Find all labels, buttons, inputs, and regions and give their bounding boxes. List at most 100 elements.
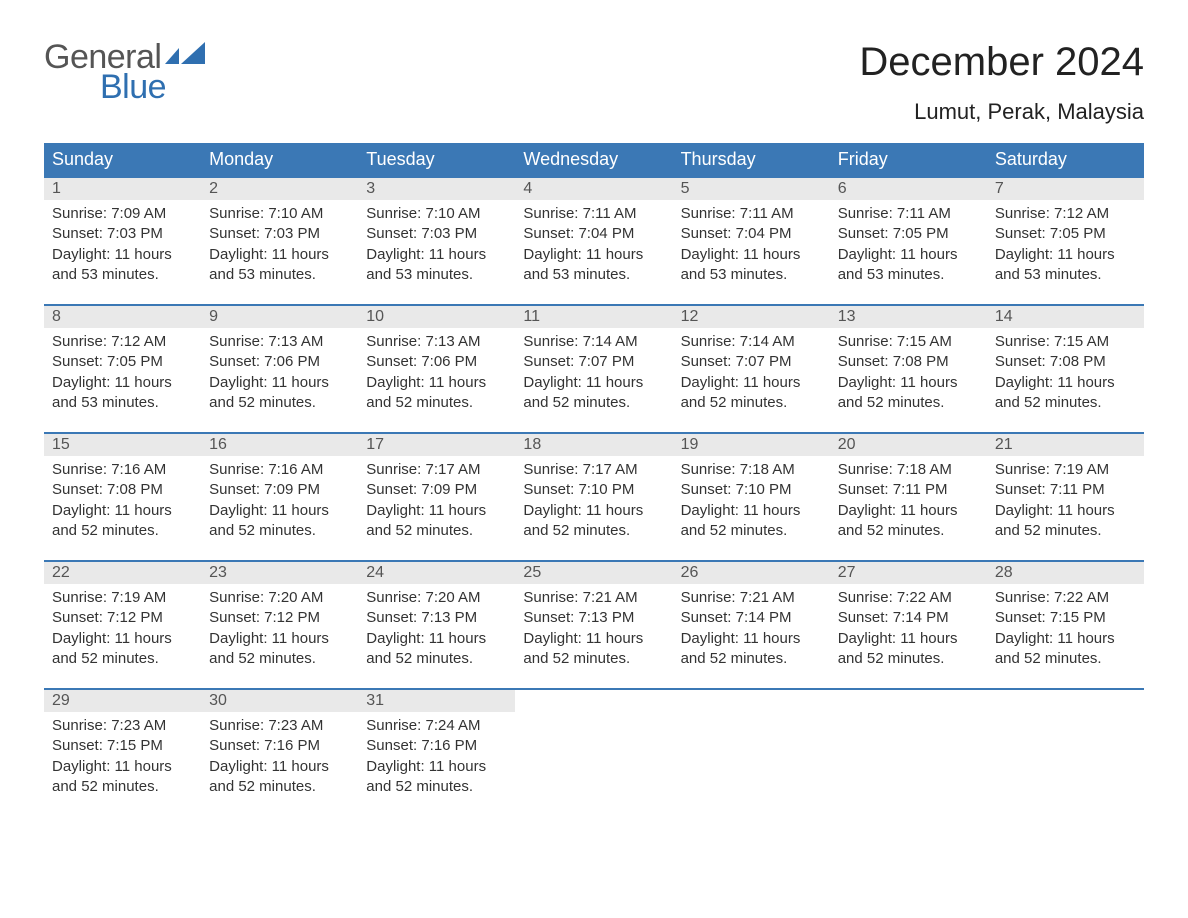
- sunrise-line: Sunrise: 7:17 AM: [366, 460, 507, 480]
- sunrise-line: Sunrise: 7:12 AM: [995, 204, 1136, 224]
- daylight-line: Daylight: 11 hours and 52 minutes.: [52, 757, 193, 798]
- day-number: 21: [987, 434, 1144, 456]
- sunset-line: Sunset: 7:13 PM: [523, 608, 664, 628]
- sunset-line: Sunset: 7:05 PM: [838, 224, 979, 244]
- cell-body: Sunrise: 7:11 AMSunset: 7:04 PMDaylight:…: [673, 200, 830, 295]
- sunset-line: Sunset: 7:10 PM: [523, 480, 664, 500]
- sunset-line: Sunset: 7:15 PM: [52, 736, 193, 756]
- day-number: 31: [358, 690, 515, 712]
- day-number: 22: [44, 562, 201, 584]
- sunrise-line: Sunrise: 7:14 AM: [523, 332, 664, 352]
- day-number: 7: [987, 178, 1144, 200]
- daylight-line: Daylight: 11 hours and 52 minutes.: [838, 501, 979, 542]
- calendar-cell: 28Sunrise: 7:22 AMSunset: 7:15 PMDayligh…: [987, 562, 1144, 688]
- sunset-line: Sunset: 7:03 PM: [366, 224, 507, 244]
- calendar-cell: 14Sunrise: 7:15 AMSunset: 7:08 PMDayligh…: [987, 306, 1144, 432]
- cell-body: Sunrise: 7:16 AMSunset: 7:09 PMDaylight:…: [201, 456, 358, 551]
- sunrise-line: Sunrise: 7:11 AM: [681, 204, 822, 224]
- sunrise-line: Sunrise: 7:10 AM: [209, 204, 350, 224]
- week-row: 15Sunrise: 7:16 AMSunset: 7:08 PMDayligh…: [44, 432, 1144, 560]
- daylight-line: Daylight: 11 hours and 53 minutes.: [52, 373, 193, 414]
- sunset-line: Sunset: 7:06 PM: [366, 352, 507, 372]
- sunset-line: Sunset: 7:10 PM: [681, 480, 822, 500]
- daylight-line: Daylight: 11 hours and 52 minutes.: [681, 629, 822, 670]
- daylight-line: Daylight: 11 hours and 52 minutes.: [523, 629, 664, 670]
- sunrise-line: Sunrise: 7:17 AM: [523, 460, 664, 480]
- cell-body: Sunrise: 7:10 AMSunset: 7:03 PMDaylight:…: [201, 200, 358, 295]
- day-number: 9: [201, 306, 358, 328]
- sunrise-line: Sunrise: 7:22 AM: [995, 588, 1136, 608]
- day-number: 28: [987, 562, 1144, 584]
- calendar-cell: 11Sunrise: 7:14 AMSunset: 7:07 PMDayligh…: [515, 306, 672, 432]
- calendar-cell: 1Sunrise: 7:09 AMSunset: 7:03 PMDaylight…: [44, 178, 201, 304]
- cell-body: Sunrise: 7:18 AMSunset: 7:11 PMDaylight:…: [830, 456, 987, 551]
- daylight-line: Daylight: 11 hours and 52 minutes.: [366, 757, 507, 798]
- day-number: 1: [44, 178, 201, 200]
- cell-body: Sunrise: 7:12 AMSunset: 7:05 PMDaylight:…: [987, 200, 1144, 295]
- sunrise-line: Sunrise: 7:11 AM: [523, 204, 664, 224]
- sunrise-line: Sunrise: 7:23 AM: [52, 716, 193, 736]
- sunset-line: Sunset: 7:04 PM: [681, 224, 822, 244]
- sunrise-line: Sunrise: 7:21 AM: [523, 588, 664, 608]
- calendar-cell: 13Sunrise: 7:15 AMSunset: 7:08 PMDayligh…: [830, 306, 987, 432]
- day-number: 27: [830, 562, 987, 584]
- daylight-line: Daylight: 11 hours and 52 minutes.: [995, 501, 1136, 542]
- day-number: 8: [44, 306, 201, 328]
- daylight-line: Daylight: 11 hours and 52 minutes.: [681, 373, 822, 414]
- calendar-cell: ..: [987, 690, 1144, 816]
- sunset-line: Sunset: 7:14 PM: [681, 608, 822, 628]
- daylight-line: Daylight: 11 hours and 52 minutes.: [681, 501, 822, 542]
- calendar-cell: 6Sunrise: 7:11 AMSunset: 7:05 PMDaylight…: [830, 178, 987, 304]
- calendar-cell: 29Sunrise: 7:23 AMSunset: 7:15 PMDayligh…: [44, 690, 201, 816]
- week-row: 8Sunrise: 7:12 AMSunset: 7:05 PMDaylight…: [44, 304, 1144, 432]
- cell-body: Sunrise: 7:18 AMSunset: 7:10 PMDaylight:…: [673, 456, 830, 551]
- day-number: 3: [358, 178, 515, 200]
- sunrise-line: Sunrise: 7:15 AM: [995, 332, 1136, 352]
- day-header: Saturday: [987, 143, 1144, 176]
- sunset-line: Sunset: 7:03 PM: [52, 224, 193, 244]
- cell-body: Sunrise: 7:23 AMSunset: 7:16 PMDaylight:…: [201, 712, 358, 807]
- calendar-cell: 24Sunrise: 7:20 AMSunset: 7:13 PMDayligh…: [358, 562, 515, 688]
- calendar-cell: 2Sunrise: 7:10 AMSunset: 7:03 PMDaylight…: [201, 178, 358, 304]
- sunrise-line: Sunrise: 7:18 AM: [681, 460, 822, 480]
- sunrise-line: Sunrise: 7:12 AM: [52, 332, 193, 352]
- day-number: 25: [515, 562, 672, 584]
- sunrise-line: Sunrise: 7:09 AM: [52, 204, 193, 224]
- day-number: 17: [358, 434, 515, 456]
- day-number: 11: [515, 306, 672, 328]
- sunset-line: Sunset: 7:13 PM: [366, 608, 507, 628]
- cell-body: Sunrise: 7:23 AMSunset: 7:15 PMDaylight:…: [44, 712, 201, 807]
- week-row: 22Sunrise: 7:19 AMSunset: 7:12 PMDayligh…: [44, 560, 1144, 688]
- daylight-line: Daylight: 11 hours and 52 minutes.: [366, 373, 507, 414]
- cell-body: Sunrise: 7:13 AMSunset: 7:06 PMDaylight:…: [201, 328, 358, 423]
- sunrise-line: Sunrise: 7:10 AM: [366, 204, 507, 224]
- daylight-line: Daylight: 11 hours and 52 minutes.: [209, 757, 350, 798]
- day-number: 18: [515, 434, 672, 456]
- sunset-line: Sunset: 7:08 PM: [838, 352, 979, 372]
- daylight-line: Daylight: 11 hours and 53 minutes.: [366, 245, 507, 286]
- calendar-cell: 31Sunrise: 7:24 AMSunset: 7:16 PMDayligh…: [358, 690, 515, 816]
- daylight-line: Daylight: 11 hours and 52 minutes.: [52, 629, 193, 670]
- sunrise-line: Sunrise: 7:23 AM: [209, 716, 350, 736]
- sunrise-line: Sunrise: 7:16 AM: [52, 460, 193, 480]
- day-number: 30: [201, 690, 358, 712]
- daylight-line: Daylight: 11 hours and 53 minutes.: [209, 245, 350, 286]
- daylight-line: Daylight: 11 hours and 52 minutes.: [209, 501, 350, 542]
- location-text: Lumut, Perak, Malaysia: [859, 99, 1144, 125]
- day-number: 2: [201, 178, 358, 200]
- cell-body: Sunrise: 7:16 AMSunset: 7:08 PMDaylight:…: [44, 456, 201, 551]
- cell-body: Sunrise: 7:19 AMSunset: 7:11 PMDaylight:…: [987, 456, 1144, 551]
- cell-body: Sunrise: 7:12 AMSunset: 7:05 PMDaylight:…: [44, 328, 201, 423]
- cell-body: Sunrise: 7:11 AMSunset: 7:05 PMDaylight:…: [830, 200, 987, 295]
- calendar-cell: ..: [515, 690, 672, 816]
- day-number: 6: [830, 178, 987, 200]
- day-number: 12: [673, 306, 830, 328]
- daylight-line: Daylight: 11 hours and 52 minutes.: [209, 629, 350, 670]
- daylight-line: Daylight: 11 hours and 52 minutes.: [366, 629, 507, 670]
- sunset-line: Sunset: 7:09 PM: [209, 480, 350, 500]
- day-number: 19: [673, 434, 830, 456]
- cell-body: Sunrise: 7:20 AMSunset: 7:13 PMDaylight:…: [358, 584, 515, 679]
- day-number: 10: [358, 306, 515, 328]
- cell-body: Sunrise: 7:17 AMSunset: 7:09 PMDaylight:…: [358, 456, 515, 551]
- cell-body: Sunrise: 7:15 AMSunset: 7:08 PMDaylight:…: [830, 328, 987, 423]
